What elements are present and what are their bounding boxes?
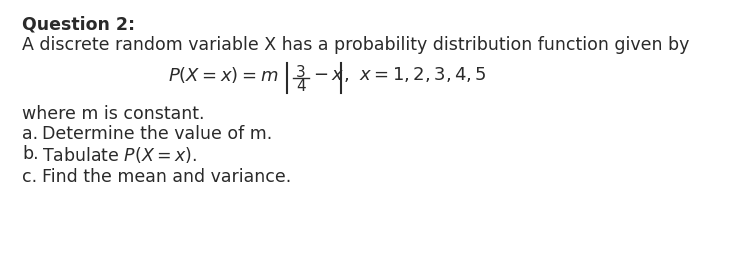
Text: $P(X = x) = m$: $P(X = x) = m$: [168, 65, 279, 85]
Text: Determine the value of m.: Determine the value of m.: [42, 125, 273, 143]
Text: 4: 4: [296, 79, 306, 94]
Text: c.: c.: [22, 168, 37, 186]
Text: A discrete random variable X has a probability distribution function given by: A discrete random variable X has a proba…: [22, 36, 689, 54]
Text: Question 2:: Question 2:: [22, 15, 135, 33]
Text: where m is constant.: where m is constant.: [22, 105, 205, 123]
Text: Tabulate $P(X = x)$.: Tabulate $P(X = x)$.: [42, 145, 197, 165]
Text: b.: b.: [22, 145, 39, 163]
Text: $-\,x$: $-\,x$: [313, 66, 344, 84]
Text: 3: 3: [296, 65, 306, 80]
Text: Find the mean and variance.: Find the mean and variance.: [42, 168, 291, 186]
Text: a.: a.: [22, 125, 38, 143]
Text: $x = 1, 2, 3, 4, 5$: $x = 1, 2, 3, 4, 5$: [359, 66, 487, 85]
Text: ,: ,: [344, 66, 350, 84]
